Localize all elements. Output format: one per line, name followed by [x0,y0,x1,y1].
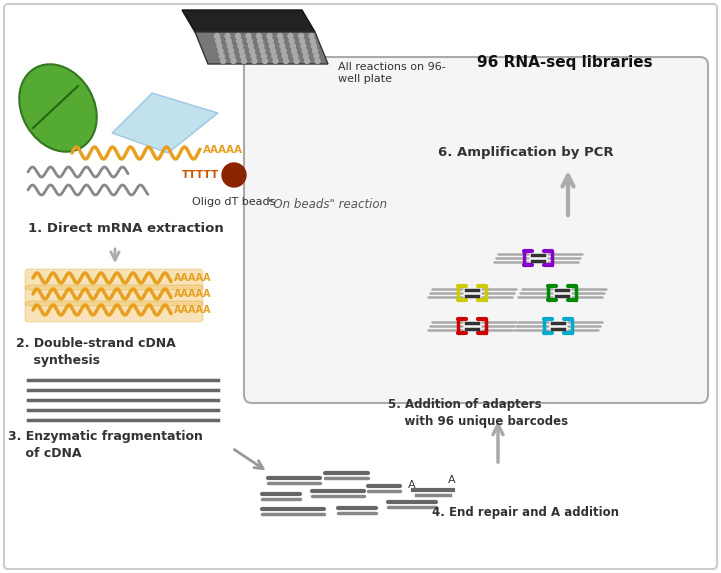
FancyBboxPatch shape [244,57,708,403]
Circle shape [288,33,293,38]
Circle shape [281,49,286,53]
Circle shape [280,44,285,49]
Text: 5. Addition of adapters
    with 96 unique barcodes: 5. Addition of adapters with 96 unique b… [388,398,568,428]
Circle shape [231,58,236,64]
Text: 1. Direct mRNA extraction: 1. Direct mRNA extraction [28,222,224,235]
Polygon shape [195,32,328,64]
Circle shape [313,49,317,53]
Circle shape [261,53,266,58]
Text: 4. End repair and A addition: 4. End repair and A addition [432,506,619,519]
Circle shape [289,38,294,44]
Circle shape [302,49,307,53]
Circle shape [221,58,226,64]
Circle shape [222,163,246,187]
Text: All reactions on 96-
well plate: All reactions on 96- well plate [338,62,446,84]
Circle shape [291,44,296,49]
Circle shape [247,38,252,44]
Circle shape [259,44,264,49]
Circle shape [230,53,235,58]
Text: TTTTT: TTTTT [182,170,219,180]
Text: AAAAA: AAAAA [174,273,211,283]
Circle shape [283,58,288,64]
Text: Oligo dT beads: Oligo dT beads [192,197,275,207]
Text: "On beads" reaction: "On beads" reaction [268,198,387,211]
Text: AAAAA: AAAAA [174,289,211,299]
Circle shape [239,49,244,53]
Circle shape [298,33,304,38]
FancyBboxPatch shape [4,4,717,569]
Text: 6. Amplification by PCR: 6. Amplification by PCR [438,146,614,159]
Circle shape [249,49,255,53]
Circle shape [300,38,305,44]
Circle shape [314,53,319,58]
Circle shape [229,49,234,53]
Circle shape [251,53,256,58]
Circle shape [304,53,309,58]
Circle shape [273,58,278,64]
Circle shape [225,33,230,38]
Circle shape [279,38,283,44]
Circle shape [262,58,267,64]
Circle shape [249,44,253,49]
Text: A: A [408,480,415,490]
Polygon shape [182,10,315,32]
Circle shape [278,33,283,38]
Circle shape [216,38,221,44]
Text: AAAAA: AAAAA [174,305,211,315]
Circle shape [252,58,257,64]
Circle shape [293,53,298,58]
Circle shape [218,49,223,53]
Circle shape [236,33,241,38]
Circle shape [260,49,265,53]
Circle shape [267,33,272,38]
Circle shape [227,44,232,49]
Circle shape [270,44,275,49]
Circle shape [238,44,243,49]
Circle shape [219,53,224,58]
Circle shape [310,38,315,44]
Circle shape [242,58,247,64]
Circle shape [226,38,231,44]
Circle shape [309,33,314,38]
Ellipse shape [19,64,97,152]
Circle shape [236,38,242,44]
Circle shape [270,49,275,53]
Circle shape [294,58,299,64]
Text: AAAAA: AAAAA [203,145,243,155]
Circle shape [315,58,320,64]
Text: 3. Enzymatic fragmentation
    of cDNA: 3. Enzymatic fragmentation of cDNA [8,430,203,460]
Circle shape [304,58,309,64]
Text: A: A [448,475,456,485]
Circle shape [257,33,262,38]
FancyBboxPatch shape [25,301,203,322]
Circle shape [268,38,273,44]
Circle shape [291,49,296,53]
Circle shape [311,44,317,49]
Polygon shape [112,93,218,153]
Circle shape [272,53,277,58]
FancyBboxPatch shape [25,285,203,306]
Circle shape [246,33,251,38]
Circle shape [301,44,306,49]
Circle shape [257,38,262,44]
Circle shape [283,53,287,58]
Text: 2. Double-strand cDNA
    synthesis: 2. Double-strand cDNA synthesis [16,337,176,367]
FancyBboxPatch shape [25,269,203,290]
Circle shape [215,33,219,38]
Circle shape [240,53,245,58]
Circle shape [217,44,222,49]
Text: 96 RNA-seq libraries: 96 RNA-seq libraries [477,55,653,70]
